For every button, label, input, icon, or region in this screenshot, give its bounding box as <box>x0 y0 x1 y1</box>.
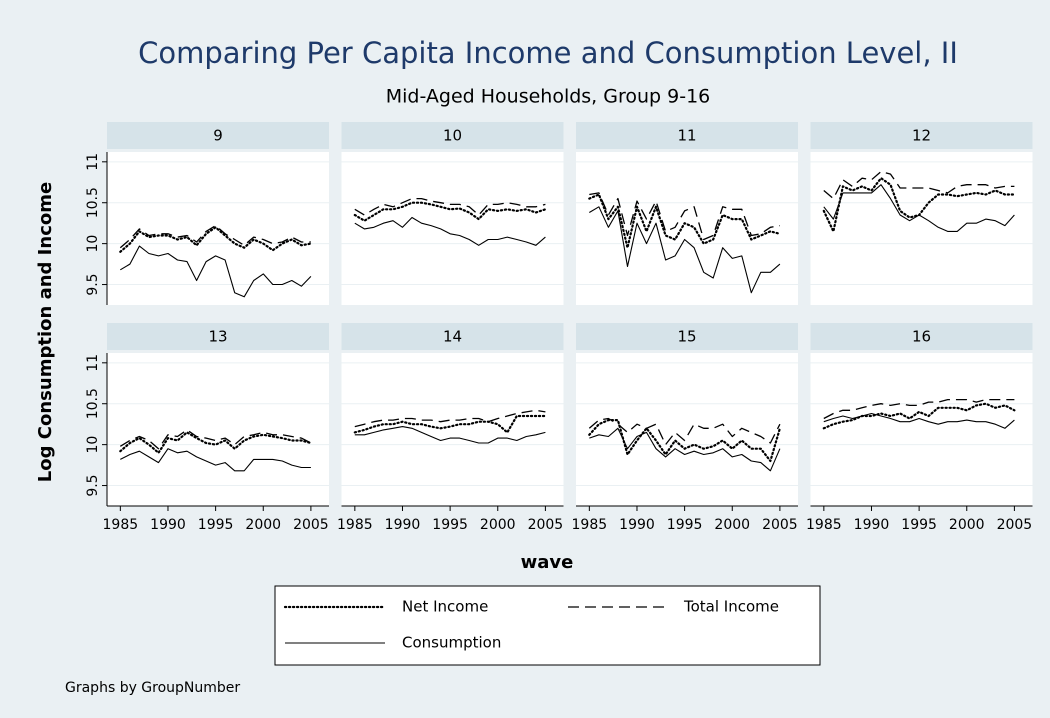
y-tick-label: 10 <box>85 436 101 454</box>
series-line <box>823 184 1015 232</box>
chart-subtitle: Mid-Aged Households, Group 9-16 <box>386 86 711 108</box>
x-tick-label: 1985 <box>337 517 373 533</box>
x-tick-label: 1995 <box>432 517 468 533</box>
x-tick-label: 1985 <box>103 517 139 533</box>
panel-header <box>107 122 329 149</box>
legend-label: Total Income <box>683 598 779 616</box>
x-tick-label: 1985 <box>806 517 842 533</box>
plot-area <box>810 152 1033 305</box>
panel-header <box>341 122 564 149</box>
y-axis-label: Log Consumption and Income <box>35 182 56 482</box>
series-line <box>353 201 547 222</box>
series-line <box>589 206 781 294</box>
plot-area <box>576 152 798 305</box>
panel-title: 15 <box>677 328 696 346</box>
plot-area <box>341 353 564 506</box>
x-tick-label: 2000 <box>714 517 750 533</box>
series-line <box>354 426 546 444</box>
series-line <box>823 398 1015 420</box>
series-line <box>119 431 312 454</box>
y-tick-label: 10.5 <box>85 187 101 218</box>
y-tick-label: 9.5 <box>85 474 101 496</box>
panel-title: 14 <box>443 328 462 346</box>
note: Graphs by GroupNumber <box>65 680 240 696</box>
x-tick-label: 1995 <box>901 517 937 533</box>
plot-area <box>576 353 798 506</box>
x-tick-label: 2005 <box>293 517 329 533</box>
legend <box>274 585 821 666</box>
series-line <box>588 419 781 463</box>
x-tick-label: 1990 <box>150 517 186 533</box>
panel-title: 11 <box>677 127 696 145</box>
y-tick-label: 11 <box>85 354 101 372</box>
x-tick-label: 2005 <box>762 517 798 533</box>
series-line <box>119 429 312 450</box>
x-tick-label: 1990 <box>854 517 890 533</box>
x-tick-label: 2000 <box>949 517 985 533</box>
series-line <box>354 216 546 246</box>
series-line <box>120 448 311 472</box>
series-line <box>822 402 1016 430</box>
x-tick-label: 1985 <box>572 517 608 533</box>
panel-header <box>810 122 1033 149</box>
x-tick-label: 1990 <box>385 517 421 533</box>
y-tick-label: 10.5 <box>85 388 101 419</box>
y-tick-label: 10 <box>85 235 101 253</box>
plot-area <box>341 152 564 305</box>
panel-header <box>341 323 564 350</box>
series-line <box>588 417 781 446</box>
series-line <box>354 197 546 216</box>
series-line <box>823 170 1015 200</box>
x-tick-label: 1995 <box>667 517 703 533</box>
panel-title: 12 <box>912 127 931 145</box>
plot-area <box>107 353 329 506</box>
series-line <box>589 192 781 241</box>
y-tick-label: 11 <box>85 153 101 171</box>
x-tick-label: 2005 <box>997 517 1033 533</box>
series-line <box>353 414 547 434</box>
chart-title: Comparing Per Capita Income and Consumpt… <box>138 36 958 70</box>
series-line <box>119 226 312 253</box>
series-line <box>589 427 781 472</box>
series-line <box>119 224 311 249</box>
panel-title: 13 <box>208 328 227 346</box>
panel-header <box>810 323 1033 350</box>
panel-title: 9 <box>213 127 223 145</box>
panel-header <box>576 323 798 350</box>
panel-header <box>576 122 798 149</box>
x-tick-label: 2000 <box>480 517 516 533</box>
series-line <box>354 409 546 428</box>
x-tick-label: 1995 <box>198 517 234 533</box>
panel-title: 16 <box>912 328 931 346</box>
panel-title: 10 <box>443 127 462 145</box>
legend-label: Consumption <box>402 634 501 652</box>
x-tick-label: 2000 <box>245 517 281 533</box>
legend-label: Net Income <box>402 598 488 616</box>
y-tick-label: 9.5 <box>85 273 101 295</box>
x-axis-label: wave <box>521 552 574 573</box>
panel-header <box>107 323 329 350</box>
x-tick-label: 2005 <box>528 517 564 533</box>
series-line <box>588 193 781 249</box>
x-tick-label: 1990 <box>619 517 655 533</box>
plot-area <box>810 353 1033 506</box>
series-line <box>120 245 312 298</box>
series-line <box>823 412 1015 429</box>
